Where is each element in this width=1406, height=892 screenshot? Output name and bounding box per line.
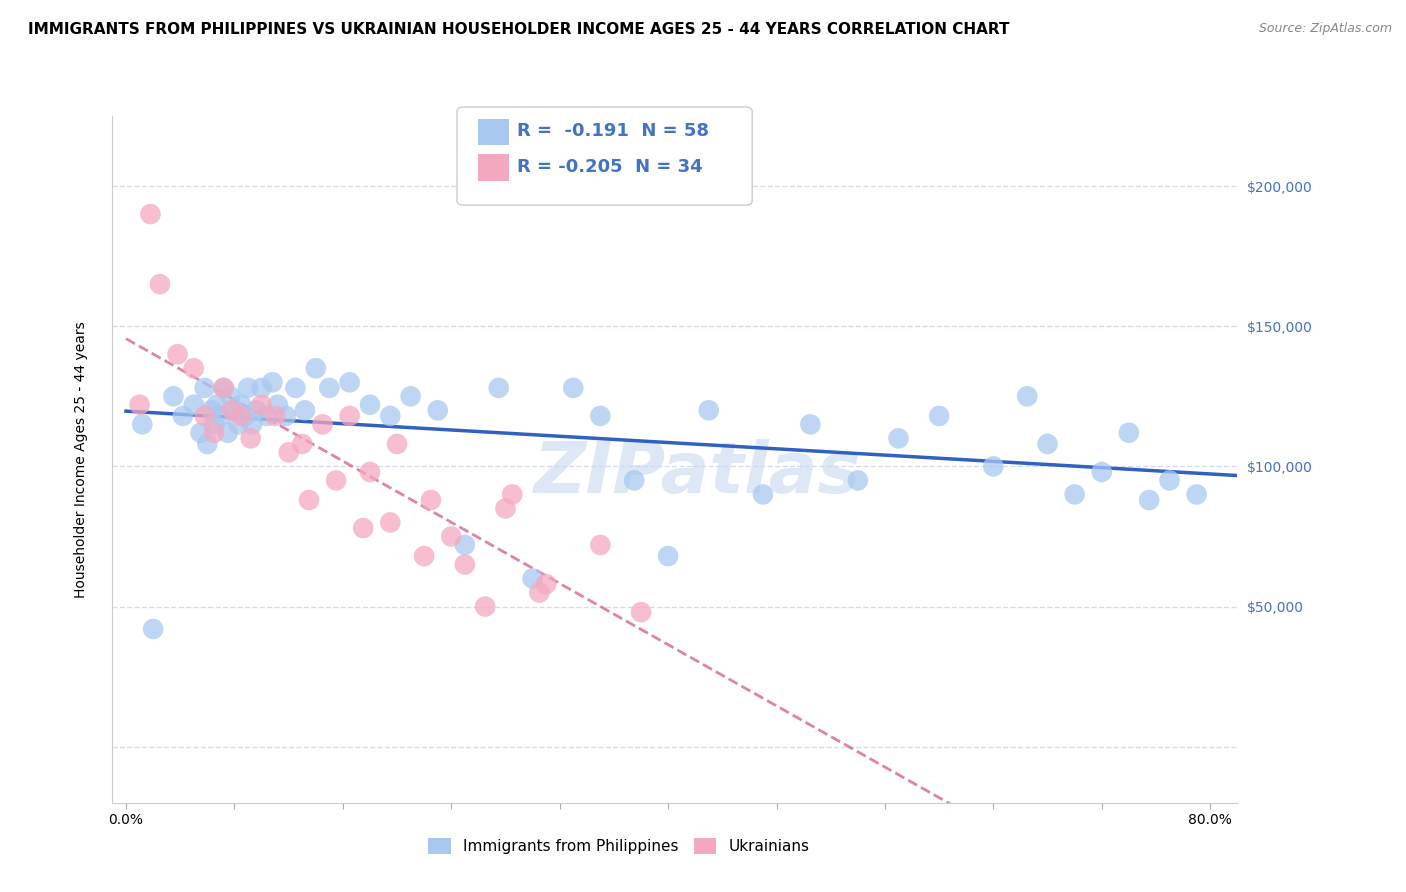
Point: [200, 403, 222, 417]
Point: [236, 381, 259, 395]
Point: [1017, 389, 1039, 403]
Point: [209, 409, 232, 423]
Point: [380, 409, 402, 423]
Point: [228, 417, 250, 432]
Point: [240, 417, 263, 432]
Point: [1063, 487, 1085, 501]
Point: [399, 389, 422, 403]
Point: [440, 529, 463, 543]
Point: [529, 585, 551, 599]
Point: [194, 409, 217, 423]
Text: R = -0.205  N = 34: R = -0.205 N = 34: [517, 158, 703, 176]
Point: [294, 403, 316, 417]
Point: [256, 409, 278, 423]
Point: [128, 398, 150, 412]
Point: [183, 361, 205, 376]
Point: [221, 403, 243, 417]
Point: [172, 409, 194, 423]
Point: [339, 376, 361, 390]
Point: [245, 403, 267, 417]
Point: [589, 409, 612, 423]
Point: [202, 425, 225, 440]
Point: [139, 207, 162, 221]
Point: [623, 474, 645, 488]
Legend: Immigrants from Philippines, Ukrainians: Immigrants from Philippines, Ukrainians: [422, 832, 815, 861]
Point: [149, 277, 172, 292]
Point: [339, 409, 361, 423]
Point: [219, 389, 242, 403]
Point: [162, 389, 184, 403]
Point: [630, 605, 652, 619]
Point: [413, 549, 436, 563]
Point: [212, 381, 235, 395]
Point: [1091, 465, 1114, 479]
Point: [385, 437, 408, 451]
Point: [233, 409, 256, 423]
Text: R =  -0.191  N = 58: R = -0.191 N = 58: [517, 122, 710, 140]
Point: [231, 398, 253, 412]
Point: [202, 417, 225, 432]
Point: [752, 487, 775, 501]
Point: [250, 398, 273, 412]
Point: [983, 459, 1005, 474]
Y-axis label: Householder Income Ages 25 - 44 years: Householder Income Ages 25 - 44 years: [75, 321, 89, 598]
Point: [166, 347, 188, 361]
Point: [426, 403, 449, 417]
Point: [262, 376, 284, 390]
Point: [887, 431, 910, 445]
Point: [562, 381, 585, 395]
Point: [267, 398, 290, 412]
Point: [274, 409, 297, 423]
Point: [131, 417, 153, 432]
Point: [250, 381, 273, 395]
Point: [474, 599, 496, 614]
Point: [217, 425, 239, 440]
Point: [589, 538, 612, 552]
Point: [928, 409, 950, 423]
Text: ZIPatlas: ZIPatlas: [534, 439, 860, 508]
Point: [183, 398, 205, 412]
Point: [359, 398, 381, 412]
Point: [311, 417, 333, 432]
Point: [420, 493, 443, 508]
Text: IMMIGRANTS FROM PHILIPPINES VS UKRAINIAN HOUSEHOLDER INCOME AGES 25 - 44 YEARS C: IMMIGRANTS FROM PHILIPPINES VS UKRAINIAN…: [28, 22, 1010, 37]
Point: [1036, 437, 1059, 451]
Point: [305, 361, 328, 376]
Point: [697, 403, 720, 417]
Point: [1159, 474, 1181, 488]
Point: [454, 538, 477, 552]
Point: [352, 521, 374, 535]
Point: [454, 558, 477, 572]
Point: [284, 381, 307, 395]
Point: [195, 437, 218, 451]
Point: [488, 381, 510, 395]
Point: [501, 487, 523, 501]
Point: [846, 474, 869, 488]
Point: [194, 381, 217, 395]
Point: [657, 549, 679, 563]
Text: Source: ZipAtlas.com: Source: ZipAtlas.com: [1258, 22, 1392, 36]
Point: [224, 403, 246, 417]
Point: [231, 409, 253, 423]
Point: [495, 501, 517, 516]
Point: [264, 409, 287, 423]
Point: [534, 577, 557, 591]
Point: [212, 381, 235, 395]
Point: [1118, 425, 1140, 440]
Point: [291, 437, 314, 451]
Point: [1137, 493, 1160, 508]
Point: [359, 465, 381, 479]
Point: [799, 417, 821, 432]
Point: [522, 572, 544, 586]
Point: [298, 493, 321, 508]
Point: [190, 425, 212, 440]
Point: [380, 516, 402, 530]
Point: [239, 431, 262, 445]
Point: [1185, 487, 1208, 501]
Point: [318, 381, 340, 395]
Point: [205, 398, 228, 412]
Point: [142, 622, 165, 636]
Point: [277, 445, 299, 459]
Point: [325, 474, 347, 488]
